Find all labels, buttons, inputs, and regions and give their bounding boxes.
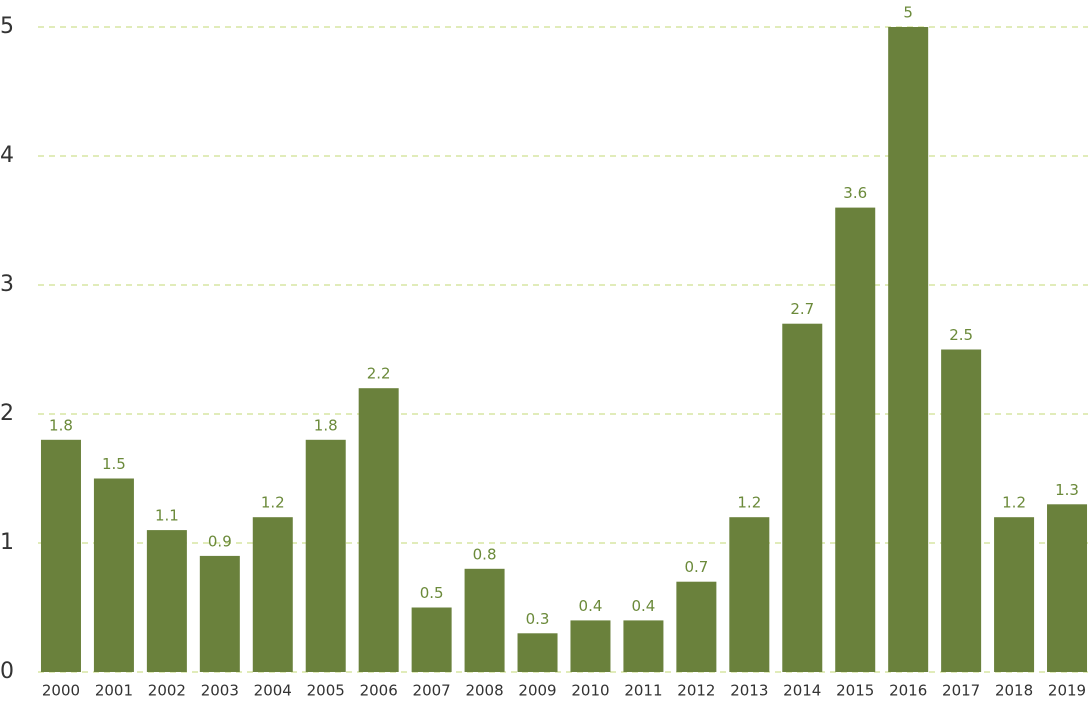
value-label: 5 bbox=[903, 4, 913, 22]
bar bbox=[305, 439, 346, 672]
bar bbox=[411, 607, 452, 672]
bar bbox=[994, 517, 1035, 672]
value-label: 1.2 bbox=[1002, 494, 1026, 512]
value-label: 0.5 bbox=[420, 584, 444, 602]
bar bbox=[93, 478, 134, 672]
y-tick-label: 5 bbox=[0, 14, 14, 39]
value-label: 2.5 bbox=[949, 326, 973, 344]
bar bbox=[676, 581, 717, 672]
value-label: 3.6 bbox=[843, 184, 867, 202]
x-tick-label: 2003 bbox=[201, 682, 239, 700]
y-tick-label: 2 bbox=[0, 401, 14, 426]
value-label: 0.7 bbox=[684, 558, 708, 576]
y-tick-label: 4 bbox=[0, 143, 14, 168]
x-tick-label: 2018 bbox=[995, 682, 1033, 700]
x-tick-label: 2001 bbox=[95, 682, 133, 700]
bar bbox=[40, 439, 81, 672]
value-label: 1.3 bbox=[1055, 481, 1079, 499]
x-tick-label: 2011 bbox=[624, 682, 662, 700]
bar bbox=[888, 27, 929, 672]
x-tick-label: 2005 bbox=[307, 682, 345, 700]
x-tick-label: 2017 bbox=[942, 682, 980, 700]
x-tick-label: 2009 bbox=[518, 682, 556, 700]
bar bbox=[146, 530, 187, 672]
bar bbox=[358, 388, 399, 672]
x-tick-label: 2000 bbox=[42, 682, 80, 700]
x-tick-label: 2006 bbox=[360, 682, 398, 700]
x-tick-label: 2014 bbox=[783, 682, 821, 700]
value-label: 0.4 bbox=[579, 597, 603, 615]
value-label: 1.5 bbox=[102, 455, 126, 473]
x-tick-label: 2015 bbox=[836, 682, 874, 700]
value-label: 0.4 bbox=[631, 597, 655, 615]
x-tick-label: 2002 bbox=[148, 682, 186, 700]
value-label: 2.2 bbox=[367, 365, 391, 383]
value-label: 1.8 bbox=[314, 416, 338, 434]
bar bbox=[1047, 504, 1088, 672]
x-tick-label: 2016 bbox=[889, 682, 927, 700]
bar bbox=[570, 620, 611, 672]
y-tick-label: 0 bbox=[0, 659, 14, 684]
y-tick-label: 3 bbox=[0, 272, 14, 297]
x-tick-label: 2004 bbox=[254, 682, 292, 700]
bar bbox=[199, 555, 240, 672]
value-label: 0.8 bbox=[473, 545, 497, 563]
bar bbox=[941, 349, 982, 672]
value-label: 1.2 bbox=[737, 494, 761, 512]
x-tick-label: 2007 bbox=[413, 682, 451, 700]
x-tick-label: 2019 bbox=[1048, 682, 1086, 700]
x-tick-label: 2013 bbox=[730, 682, 768, 700]
value-label: 1.1 bbox=[155, 507, 179, 525]
x-tick-label: 2008 bbox=[465, 682, 503, 700]
bar bbox=[729, 517, 770, 672]
value-label: 1.2 bbox=[261, 494, 285, 512]
x-tick-label: 2012 bbox=[677, 682, 715, 700]
bar bbox=[252, 517, 293, 672]
value-label: 0.3 bbox=[526, 610, 550, 628]
y-tick-label: 1 bbox=[0, 530, 14, 555]
value-label: 2.7 bbox=[790, 300, 814, 318]
bar bbox=[835, 207, 876, 672]
bar bbox=[623, 620, 664, 672]
bar bbox=[517, 633, 558, 672]
bar bbox=[464, 568, 505, 672]
bar bbox=[782, 323, 823, 672]
value-label: 0.9 bbox=[208, 532, 232, 550]
x-tick-label: 2010 bbox=[571, 682, 609, 700]
value-label: 1.8 bbox=[49, 416, 73, 434]
